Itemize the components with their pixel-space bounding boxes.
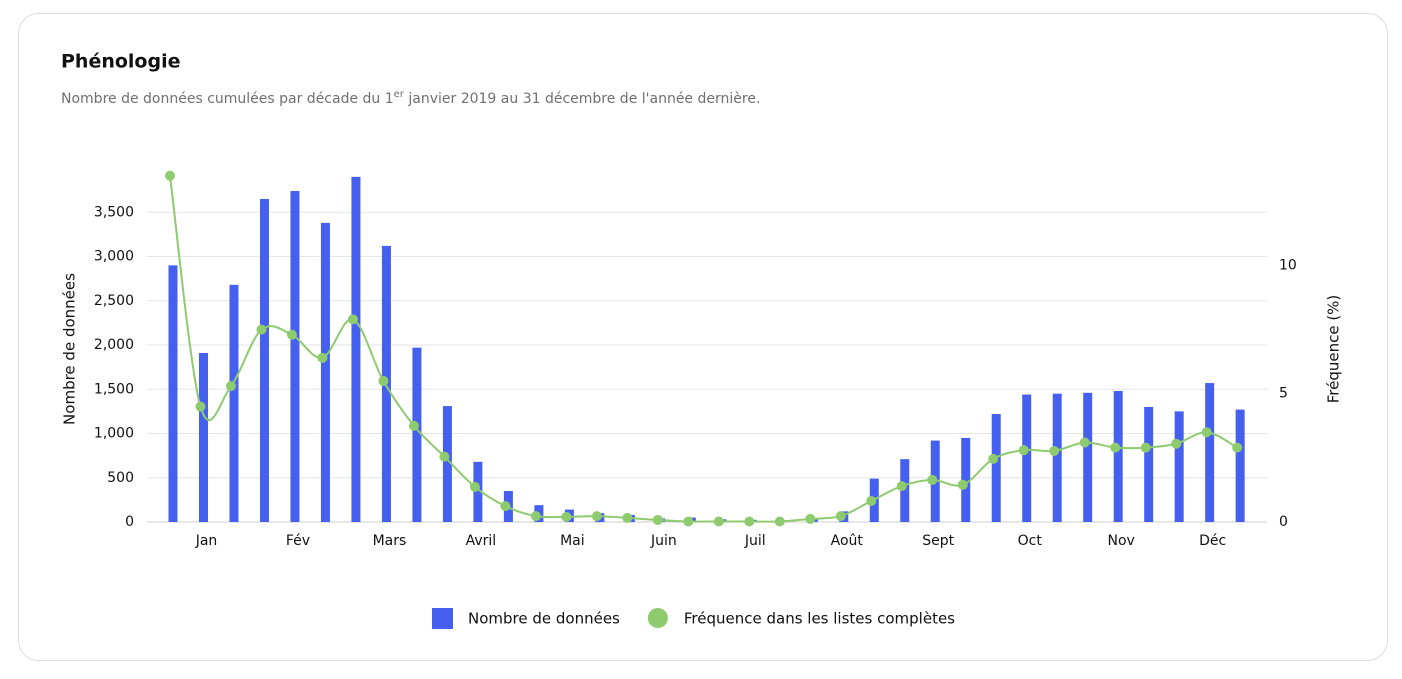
point	[1140, 442, 1151, 453]
y-tick-label: 3,000	[94, 249, 134, 265]
bar	[1235, 409, 1245, 522]
subtitle-part: Nombre de données cumulées par décade du…	[61, 91, 394, 107]
point	[195, 401, 206, 412]
point	[835, 511, 846, 522]
y-axis-label: Nombre de données	[61, 273, 79, 425]
y-tick-label: 2,000	[94, 337, 134, 353]
bar	[900, 459, 910, 522]
chart-title: Phénologie	[61, 51, 180, 73]
x-tick-label: Sept	[922, 533, 954, 549]
x-tick-label: Oct	[1018, 533, 1043, 549]
x-tick-label: Nov	[1108, 533, 1135, 549]
point	[805, 513, 816, 524]
y2-tick-label: 10	[1279, 257, 1297, 273]
point	[622, 512, 633, 523]
y-tick-label: 0	[125, 514, 134, 530]
point	[652, 514, 663, 525]
point	[225, 381, 236, 392]
point	[713, 516, 724, 527]
y-tick-label: 1,000	[94, 426, 134, 442]
x-tick-label: Mai	[560, 533, 585, 549]
legend-label: Fréquence dans les listes complètes	[684, 610, 955, 628]
y2-tick-label: 0	[1279, 514, 1288, 530]
x-tick-label: Jan	[195, 533, 218, 549]
point	[744, 516, 755, 527]
x-tick-label: Avril	[466, 533, 497, 549]
point	[439, 451, 450, 462]
point	[774, 516, 785, 527]
point	[1018, 445, 1029, 456]
legend-swatch	[432, 608, 453, 629]
x-tick-label: Mars	[373, 533, 407, 549]
point	[165, 170, 175, 181]
point	[866, 495, 877, 506]
point	[469, 481, 480, 492]
bar	[1083, 392, 1093, 522]
card	[18, 13, 1388, 661]
point	[1049, 445, 1060, 456]
bar	[229, 284, 239, 522]
legend-swatch	[647, 608, 668, 628]
y-tick-label: 500	[107, 470, 134, 486]
subtitle-sup: er	[394, 89, 405, 100]
point	[683, 516, 694, 527]
x-tick-label: Fév	[286, 533, 310, 549]
point	[1079, 437, 1090, 448]
bar	[320, 222, 330, 522]
point	[927, 474, 938, 485]
point	[1110, 442, 1121, 453]
bar	[198, 352, 208, 522]
point	[1171, 438, 1182, 449]
bar	[1174, 411, 1184, 522]
legend-label: Nombre de données	[468, 610, 620, 628]
bar	[1205, 383, 1215, 522]
bar	[259, 198, 269, 522]
chart-subtitle: Nombre de données cumulées par décade du…	[61, 89, 760, 107]
bar	[442, 406, 452, 522]
point	[896, 481, 907, 492]
point	[591, 511, 602, 522]
y-tick-label: 3,500	[94, 204, 134, 220]
y-tick-label: 1,500	[94, 381, 134, 397]
bar	[1113, 391, 1123, 522]
bar	[351, 176, 361, 522]
point	[957, 479, 968, 490]
subtitle-part: janvier 2019 au 31 décembre de l'année d…	[404, 91, 760, 107]
point	[347, 314, 358, 325]
point	[530, 511, 541, 522]
bar	[1022, 394, 1032, 522]
point	[286, 329, 297, 340]
point	[256, 324, 267, 335]
point	[317, 352, 328, 363]
bar	[1144, 406, 1154, 522]
y2-axis-label: Fréquence (%)	[1325, 295, 1343, 404]
bar	[991, 414, 1001, 522]
x-tick-label: Déc	[1199, 533, 1226, 549]
point	[988, 453, 999, 464]
point	[378, 375, 389, 386]
x-tick-label: Juin	[650, 533, 677, 549]
point	[1201, 427, 1212, 438]
point	[561, 511, 572, 522]
bar	[412, 347, 422, 522]
bar	[168, 265, 178, 522]
x-tick-label: Août	[831, 533, 864, 549]
bar	[290, 191, 300, 522]
point	[500, 501, 511, 512]
y2-tick-label: 5	[1279, 386, 1288, 402]
bar	[473, 461, 483, 522]
point	[1232, 442, 1243, 453]
bar	[961, 437, 971, 522]
bar	[1052, 393, 1062, 522]
point	[408, 420, 419, 431]
y-tick-label: 2,500	[94, 293, 134, 309]
x-tick-label: Juil	[744, 533, 766, 549]
